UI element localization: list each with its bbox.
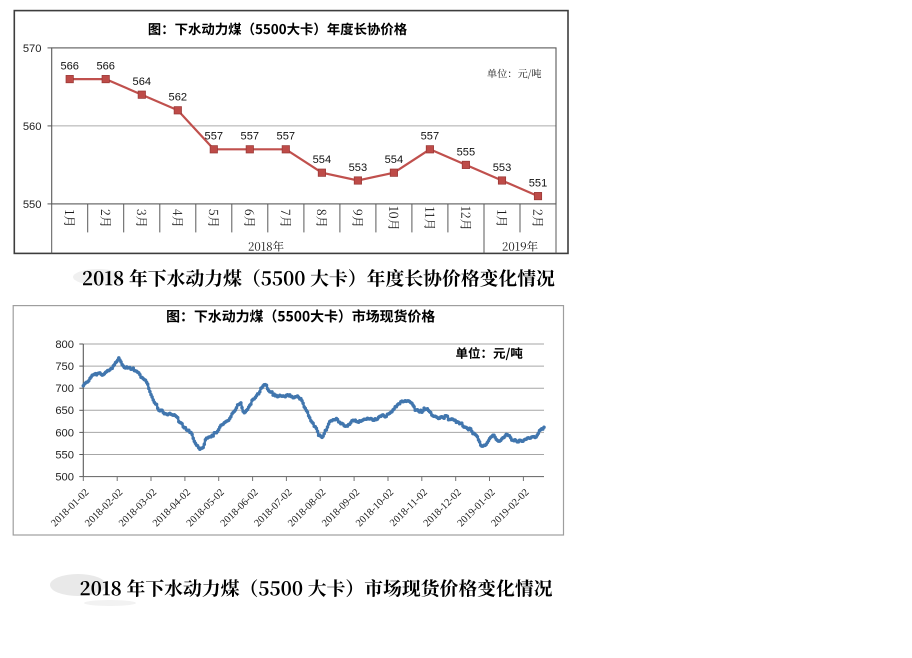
svg-text:566: 566 <box>60 61 79 73</box>
svg-text:553: 553 <box>493 162 512 174</box>
svg-text:562: 562 <box>169 92 188 104</box>
svg-text:500: 500 <box>55 472 74 484</box>
svg-text:800: 800 <box>55 339 74 351</box>
svg-text:600: 600 <box>55 427 74 439</box>
svg-text:557: 557 <box>205 131 224 143</box>
svg-text:700: 700 <box>55 383 74 395</box>
svg-text:560: 560 <box>23 121 42 133</box>
svg-text:553: 553 <box>349 162 368 174</box>
svg-text:551: 551 <box>529 178 548 190</box>
svg-text:566: 566 <box>96 61 115 73</box>
svg-text:554: 554 <box>385 154 404 166</box>
svg-text:555: 555 <box>457 146 476 158</box>
svg-text:650: 650 <box>55 405 74 417</box>
svg-text:570: 570 <box>23 43 42 55</box>
svg-text:557: 557 <box>421 131 440 143</box>
svg-text:564: 564 <box>133 76 152 88</box>
svg-text:554: 554 <box>313 154 332 166</box>
svg-text:550: 550 <box>23 199 42 211</box>
svg-text:557: 557 <box>277 131 296 143</box>
svg-text:557: 557 <box>241 131 260 143</box>
svg-text:750: 750 <box>55 361 74 373</box>
svg-text:550: 550 <box>55 449 74 461</box>
